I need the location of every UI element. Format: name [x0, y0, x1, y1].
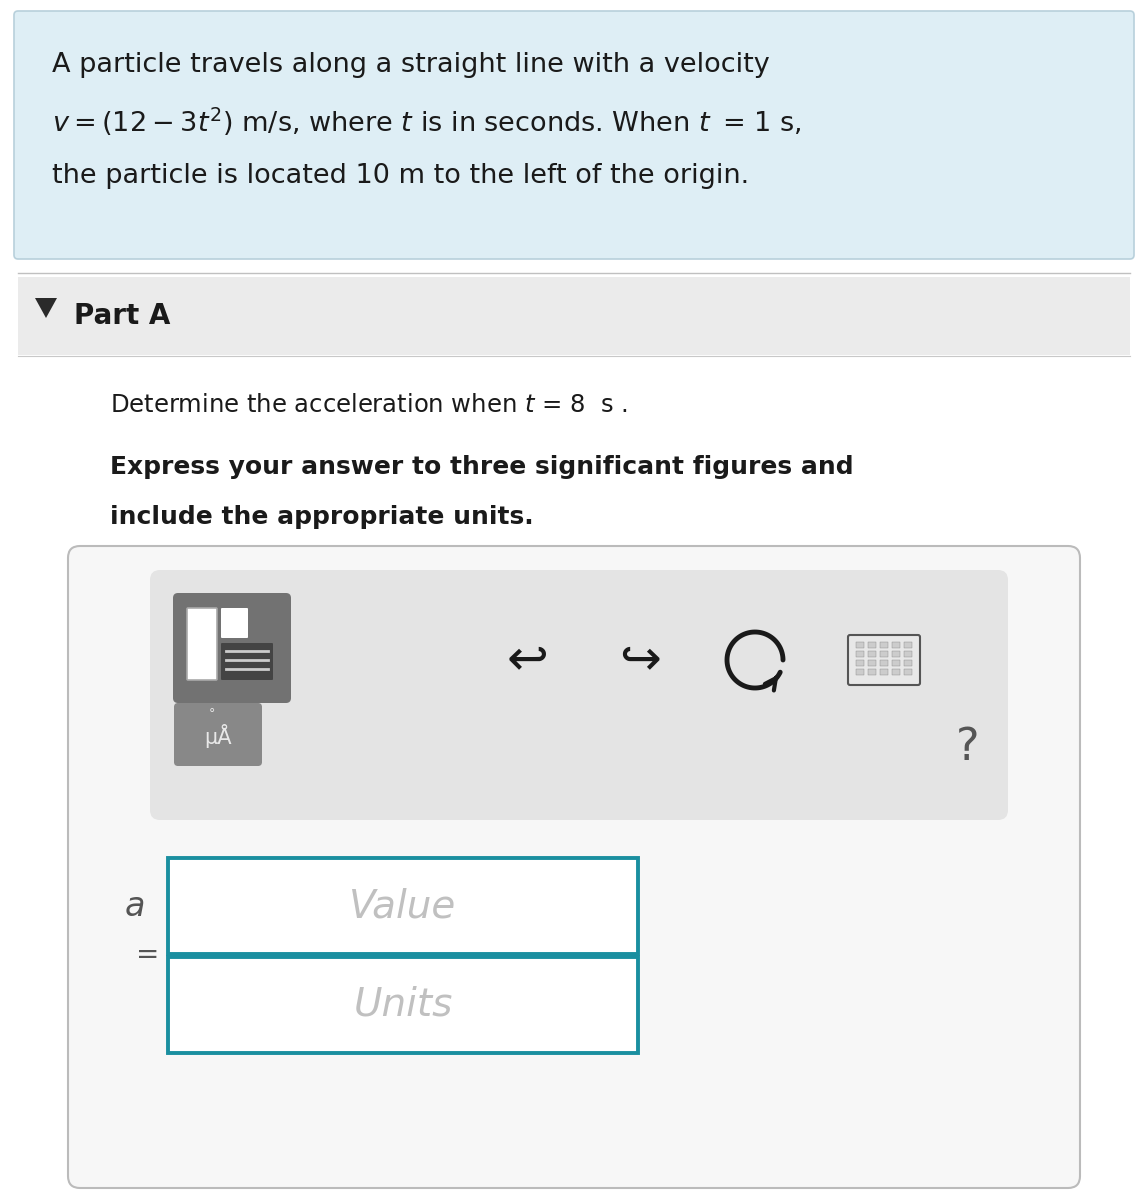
FancyBboxPatch shape — [848, 635, 920, 685]
Text: Part A: Part A — [73, 302, 170, 330]
FancyBboxPatch shape — [174, 703, 262, 766]
Bar — [856, 642, 864, 648]
Text: A particle travels along a straight line with a velocity: A particle travels along a straight line… — [52, 52, 770, 78]
Bar — [892, 670, 900, 674]
Text: Value: Value — [349, 888, 457, 926]
FancyBboxPatch shape — [187, 608, 217, 680]
Text: Express your answer to three significant figures and: Express your answer to three significant… — [110, 455, 854, 479]
Text: include the appropriate units.: include the appropriate units. — [110, 505, 534, 529]
Bar — [892, 650, 900, 658]
Bar — [903, 660, 912, 666]
FancyBboxPatch shape — [168, 858, 638, 954]
Bar — [903, 642, 912, 648]
Bar — [881, 650, 889, 658]
FancyBboxPatch shape — [222, 608, 248, 638]
Bar — [892, 660, 900, 666]
FancyBboxPatch shape — [173, 593, 290, 703]
Text: a: a — [125, 890, 146, 924]
Text: =: = — [137, 941, 160, 970]
Polygon shape — [34, 298, 57, 318]
FancyBboxPatch shape — [18, 277, 1130, 355]
FancyBboxPatch shape — [14, 11, 1134, 259]
Bar — [856, 650, 864, 658]
Bar — [903, 670, 912, 674]
Text: ↩: ↩ — [507, 636, 549, 684]
Text: $v = (12 - 3t^2)$ m/s, where $t$ is in seconds. When $t\,$ = 1 s,: $v = (12 - 3t^2)$ m/s, where $t$ is in s… — [52, 104, 801, 138]
FancyBboxPatch shape — [168, 958, 638, 1054]
Text: ?: ? — [956, 726, 979, 769]
Bar — [868, 660, 876, 666]
FancyBboxPatch shape — [150, 570, 1008, 820]
Text: °: ° — [209, 708, 215, 720]
Text: the particle is located 10 m to the left of the origin.: the particle is located 10 m to the left… — [52, 163, 750, 188]
Bar — [881, 660, 889, 666]
Bar — [868, 650, 876, 658]
Bar — [868, 670, 876, 674]
Bar — [856, 670, 864, 674]
Text: μÅ: μÅ — [204, 724, 232, 748]
Bar — [856, 660, 864, 666]
Bar — [892, 642, 900, 648]
Bar — [868, 642, 876, 648]
Bar — [881, 670, 889, 674]
Bar — [903, 650, 912, 658]
Text: Units: Units — [354, 986, 452, 1024]
Text: ↪: ↪ — [619, 636, 661, 684]
FancyBboxPatch shape — [68, 546, 1080, 1188]
FancyBboxPatch shape — [222, 643, 273, 680]
Bar — [881, 642, 889, 648]
Text: Determine the acceleration when $t$ = 8  s .: Determine the acceleration when $t$ = 8 … — [110, 392, 628, 416]
